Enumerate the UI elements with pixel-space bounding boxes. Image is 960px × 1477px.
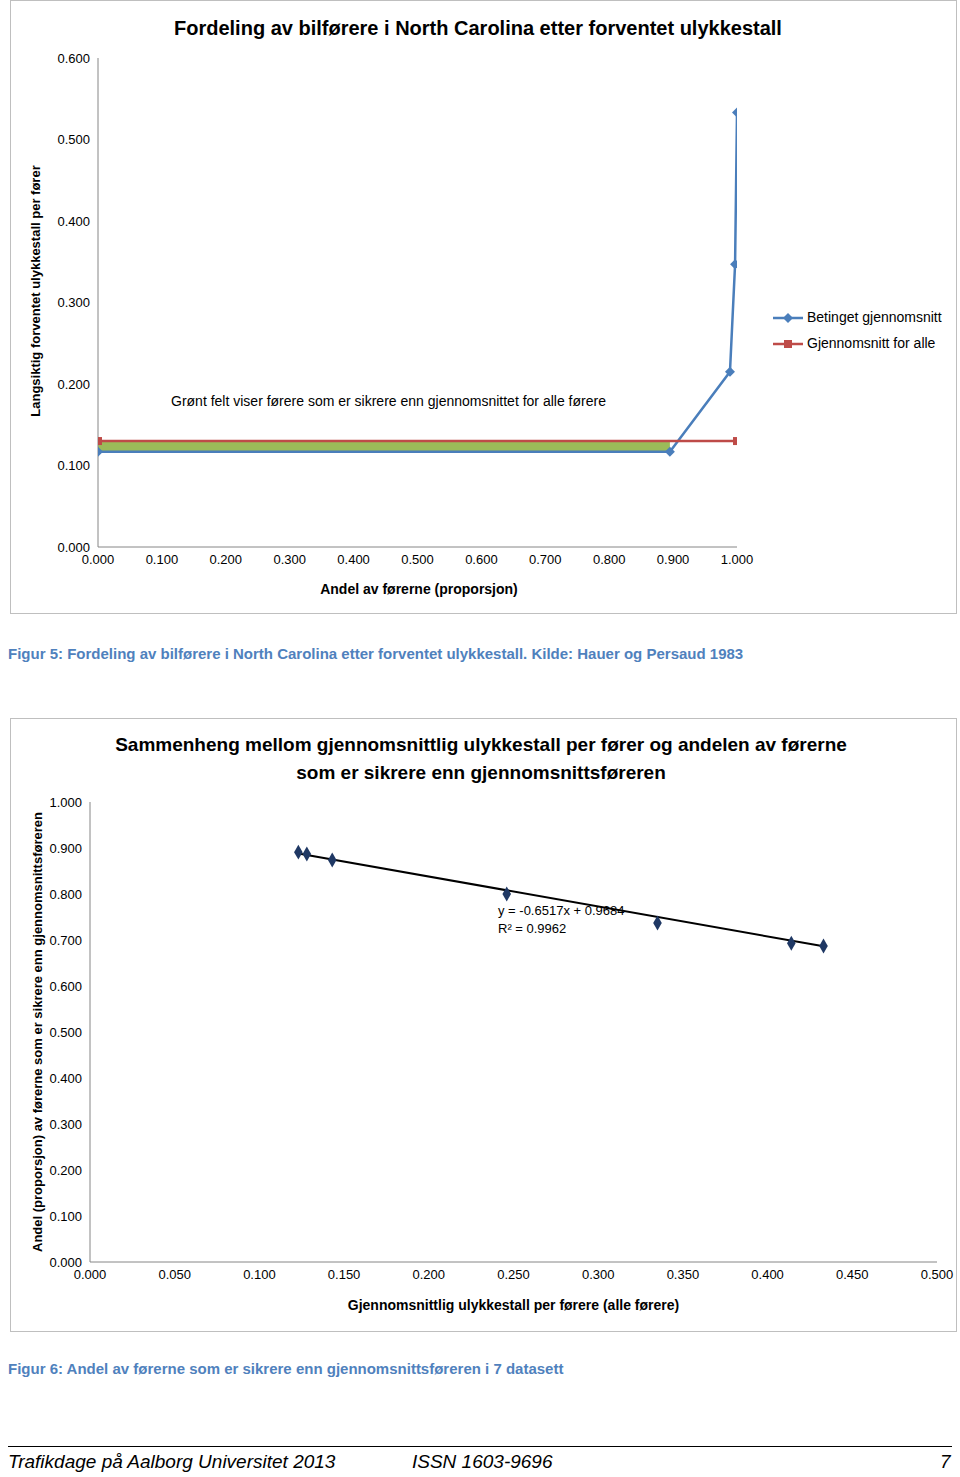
html-text:7: 7	[940, 1451, 951, 1472]
svg-text:0.300: 0.300	[49, 1117, 82, 1132]
svg-text:0.600: 0.600	[57, 51, 90, 66]
svg-text:0.000: 0.000	[49, 1255, 82, 1270]
svg-text:0.200: 0.200	[57, 377, 90, 392]
html-text:Grønt felt viser førere som er: Grønt felt viser førere som er sikrere e…	[171, 393, 606, 409]
html-text:Trafikdage på Aalborg Universi: Trafikdage på Aalborg Universitet 2013	[8, 1451, 336, 1472]
svg-text:0.300: 0.300	[582, 1267, 615, 1282]
svg-text:0.100: 0.100	[146, 552, 179, 567]
html-text:R² = 0.9962: R² = 0.9962	[498, 921, 567, 936]
svg-text:0.000: 0.000	[81, 552, 115, 568]
svg-text:1.000: 1.000	[49, 795, 82, 810]
svg-text:0.100: 0.100	[243, 1267, 276, 1282]
svg-text:0.500: 0.500	[57, 132, 90, 147]
svg-text:0.250: 0.250	[497, 1267, 530, 1282]
svg-text:1.000: 1.000	[721, 552, 754, 567]
svg-text:0.400: 0.400	[49, 1071, 82, 1086]
svg-text:0.100: 0.100	[57, 458, 90, 473]
html-text:Gjennomsnittlig ulykkestall pe: Gjennomsnittlig ulykkestall per førere (…	[347, 1297, 680, 1313]
svg-text:0.200: 0.200	[210, 552, 243, 567]
html-text:Figur 6: Andel av førerne som: Figur 6: Andel av førerne som er sikrere…	[8, 1360, 564, 1377]
html-text:Figur 5: Fordeling av bilfører: Figur 5: Fordeling av bilførere i North …	[8, 645, 744, 662]
svg-text:0.700: 0.700	[49, 933, 82, 948]
svg-text:0.050: 0.050	[158, 1267, 191, 1282]
svg-text:0.200: 0.200	[49, 1163, 82, 1178]
svg-text:0.900: 0.900	[49, 841, 82, 856]
html-text:Andel (proporsjon) av førerne: Andel (proporsjon) av førerne som er sik…	[29, 812, 45, 1252]
svg-text:0.450: 0.450	[836, 1267, 869, 1282]
svg-text:0.700: 0.700	[529, 552, 562, 567]
svg-text:0.150: 0.150	[328, 1267, 361, 1282]
svg-text:0.000: 0.000	[73, 1267, 107, 1283]
svg-text:0.300: 0.300	[57, 295, 90, 310]
svg-text:0.800: 0.800	[593, 552, 626, 567]
svg-text:0.350: 0.350	[667, 1267, 700, 1282]
svg-text:0.500: 0.500	[401, 552, 434, 567]
svg-text:0.600: 0.600	[465, 552, 498, 567]
svg-text:0.800: 0.800	[49, 887, 82, 902]
html-text:Betinget gjennomsnitt: Betinget gjennomsnitt	[807, 309, 942, 325]
html-text:Gjennomsnitt for alle: Gjennomsnitt for alle	[807, 335, 936, 351]
svg-text:0.300: 0.300	[273, 552, 306, 567]
html-text:Langsiktig forventet ulykkesta: Langsiktig forventet ulykkestall per før…	[27, 165, 43, 417]
svg-text:0.400: 0.400	[337, 552, 370, 567]
html-text:Andel av førerne (proporsjon): Andel av førerne (proporsjon)	[320, 581, 518, 597]
svg-text:0.200: 0.200	[413, 1267, 446, 1282]
html-text:y = -0.6517x + 0.9684: y = -0.6517x + 0.9684	[498, 903, 625, 918]
svg-text:0.100: 0.100	[49, 1209, 82, 1224]
svg-text:0.600: 0.600	[49, 979, 82, 994]
svg-text:0.900: 0.900	[657, 552, 690, 567]
svg-text:0.400: 0.400	[751, 1267, 784, 1282]
svg-text:0.400: 0.400	[57, 214, 90, 229]
html-text:Fordeling av bilførere i North: Fordeling av bilførere i North Carolina …	[174, 17, 782, 39]
svg-text:0.500: 0.500	[921, 1267, 952, 1282]
svg-text:0.500: 0.500	[49, 1025, 82, 1040]
svg-text:0.000: 0.000	[57, 540, 90, 555]
html-text:Sammenheng mellom gjennomsnitt: Sammenheng mellom gjennomsnittlig ulykke…	[115, 734, 847, 783]
html-text:ISSN 1603-9696: ISSN 1603-9696	[412, 1451, 553, 1472]
